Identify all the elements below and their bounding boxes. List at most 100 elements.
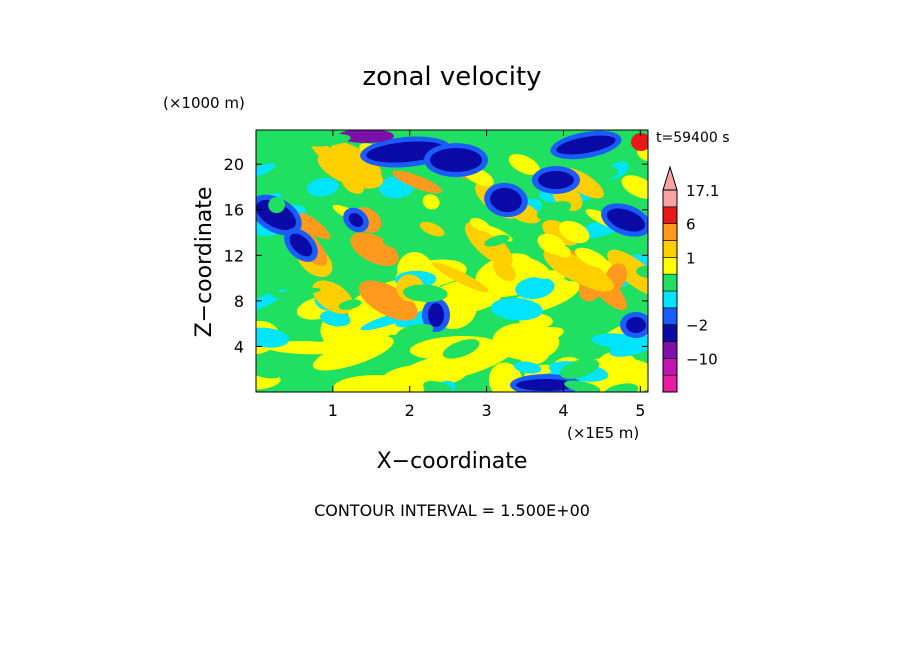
contour-region [514,256,552,279]
colorbar-arrow [662,165,678,191]
colorbar-level [662,240,678,258]
contour-region [553,244,571,258]
contour-region [268,196,286,214]
contour-region [556,135,616,155]
y-tick-label: 16 [224,201,244,220]
contour-region [606,208,646,232]
contour-region [621,175,648,199]
contour-region [516,379,576,391]
contour-region [256,359,284,379]
contour-region [469,217,490,232]
contour-region [559,358,600,379]
contour-region [280,287,321,296]
contour-region [350,232,399,266]
y-tick-label: 4 [234,337,244,356]
contour-region [607,249,648,297]
colorbar-level [662,189,678,208]
x-tick-label: 3 [481,401,491,420]
y-tick-label: 12 [224,246,244,265]
colorbar-label: −10 [686,350,718,368]
colorbar-label: 6 [686,216,696,234]
colorbar-level [662,223,678,241]
contour-region [402,284,448,302]
colorbar-level [662,374,678,393]
contour-region [298,212,331,240]
contour-region [338,130,394,143]
contour-region [430,148,482,172]
colorbar-label: −2 [686,317,708,335]
contour-region [392,170,443,194]
contour-region [550,251,614,292]
contour-region [428,303,444,327]
colorbar-level [662,341,678,359]
x-tick-label: 1 [328,401,338,420]
contour-region [256,265,282,279]
contour-region [442,339,480,359]
colorbar-level [662,206,678,224]
contour-region [332,375,425,392]
colorbar-level [662,257,678,275]
contour-region [636,265,648,278]
contour-region [256,163,276,180]
chart-title: zonal velocity [362,62,541,92]
contour-interval-label: CONTOUR INTERVAL = 1.500E+00 [314,501,590,520]
contour-region [306,177,339,197]
time-label: t=59400 s [656,130,730,146]
x-tick-label: 2 [405,401,415,420]
contour-region [591,164,619,179]
contour-field [256,130,648,392]
contour-region [609,335,648,357]
x-axis-label: X−coordinate [377,449,528,474]
colorbar-level [662,307,678,325]
contour-region [559,220,590,244]
colorbar-level [662,324,678,342]
contour-region [256,327,290,348]
colorbar-frame [662,189,678,393]
contour-region [320,310,351,327]
contour-region [268,289,297,304]
contour-region [256,199,296,231]
colorbar-level [662,290,678,309]
contour-region [515,276,555,300]
colorbar-label: 1 [686,249,696,267]
contour-region [564,380,601,392]
x-tick-label: 4 [558,401,568,420]
y-tick-label: 8 [234,292,244,311]
colorbar-level [662,358,678,376]
contour-region [484,234,510,247]
contour-region [508,154,540,175]
contour-region [358,280,418,321]
contour-region [338,299,362,310]
contour-region [319,336,378,351]
contour-region [419,221,445,237]
colorbar-label: 17.1 [686,182,719,200]
contour-region [422,194,440,210]
contour-region [513,361,542,374]
contour-region [432,262,489,293]
contour-region [536,201,572,220]
contour-region [331,142,382,179]
contour-region [488,362,523,392]
contour-region [303,133,351,147]
colorbar: 17.1 6 1 −2 −10 [662,165,719,393]
contour-region [289,233,313,257]
contour-region [341,172,365,194]
y-tick-label: 20 [224,155,244,174]
contour-region [538,171,574,189]
x-unit-label: (×1E5 m) [567,424,639,442]
contour-region [637,147,648,162]
contour-region [631,133,648,151]
y-unit-label: (×1000 m) [163,94,245,112]
contour-region [285,166,307,183]
plot-frame [255,129,649,393]
contour-region [490,298,543,321]
contour-region [574,247,609,268]
x-tick-label: 5 [635,401,645,420]
contour-region [490,187,522,213]
contour-region [396,324,434,340]
y-axis-label: Z−coordinate [192,187,217,338]
contour-region [626,317,646,333]
contour-region [348,213,364,227]
contour-region [382,236,419,250]
